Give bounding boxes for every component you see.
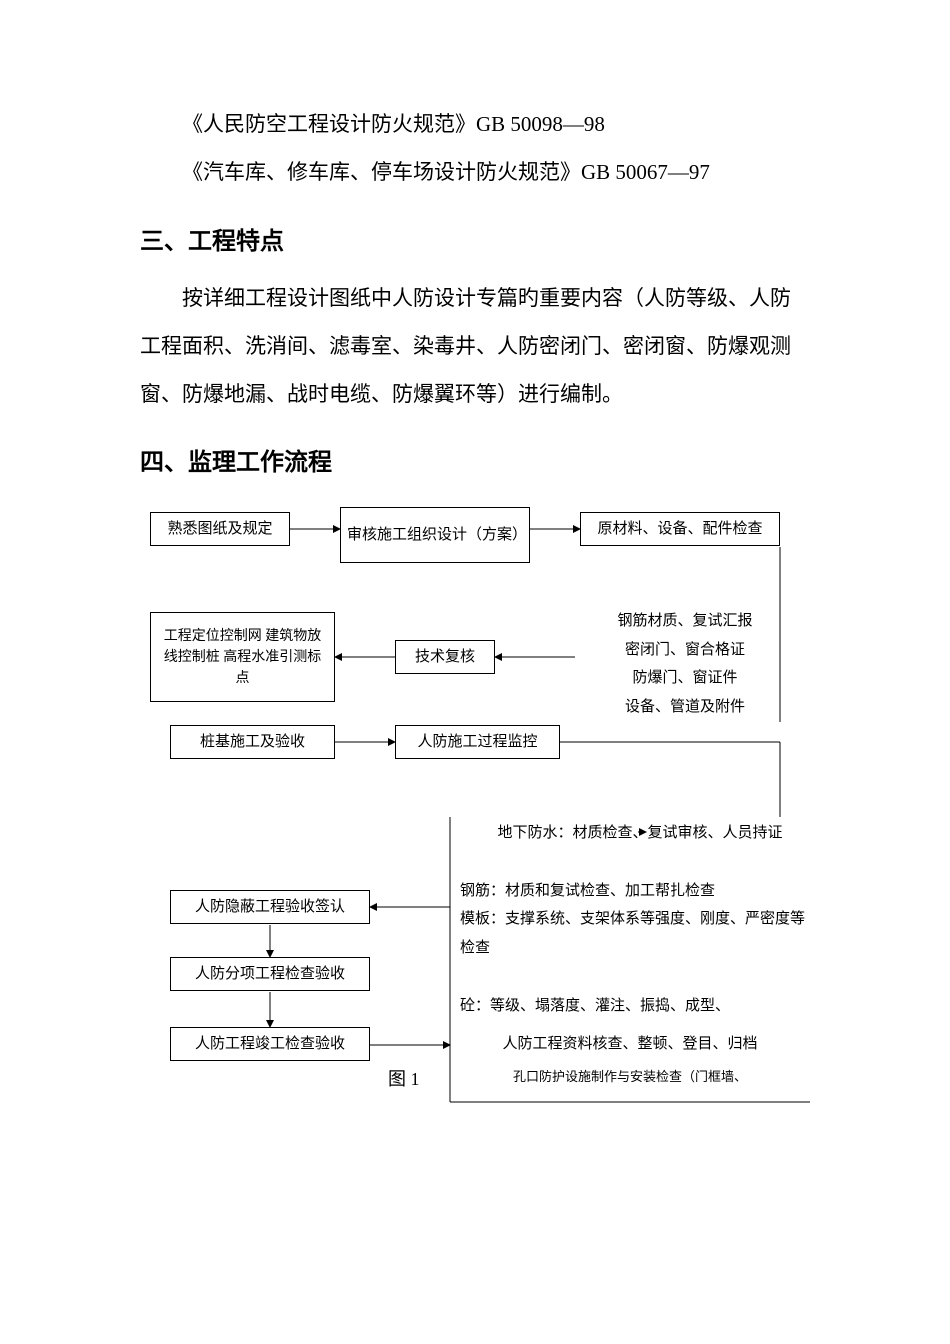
section-3-paragraph: 按详细工程设计图纸中人防设计专篇旳重要内容（人防等级、人防工程面积、洗消间、滤毒… — [140, 274, 810, 419]
detail-waterproof: 地下防水：材质检查、复试审核、人员持证 — [470, 819, 810, 848]
section-4-heading: 四、监理工作流程 — [140, 442, 810, 477]
node-material-check: 原材料、设备、配件检查 — [580, 512, 780, 546]
figure-caption: 图 1 — [388, 1065, 420, 1091]
detail-concrete: 砼：等级、塌落度、灌注、振捣、成型、 — [460, 992, 810, 1021]
node-pile-construction: 桩基施工及验收 — [170, 725, 335, 759]
workflow-flowchart: 熟悉图纸及规定 审核施工组织设计（方案） 原材料、设备、配件检查 工程定位控制网… — [140, 507, 820, 1127]
node-archive: 人防工程资料核查、整顿、登目、归档 — [460, 1029, 800, 1059]
node-hidden-acceptance: 人防隐蔽工程验收签认 — [170, 890, 370, 924]
node-subitem-check: 人防分项工程检查验收 — [170, 957, 370, 991]
reference-line-2: 《汽车库、修车库、停车场设计防火规范》GB 50067—97 — [140, 148, 810, 196]
node-material-reports: 钢筋材质、复试汇报 密闭门、窗合格证 防爆门、窗证件 设备、管道及附件 — [575, 607, 795, 721]
section-3-heading: 三、工程特点 — [140, 221, 810, 256]
node-control-network: 工程定位控制网 建筑物放线控制桩 高程水准引测标点 — [150, 612, 335, 702]
detail-rebar: 钢筋：材质和复试检查、加工帮扎检查 — [460, 877, 810, 906]
detail-opening-protection: 孔口防护设施制作与安装检查（门框墙、 — [460, 1065, 800, 1083]
reference-line-1: 《人民防空工程设计防火规范》GB 50098—98 — [140, 100, 810, 148]
node-tech-review: 技术复核 — [395, 640, 495, 674]
node-completion-check: 人防工程竣工检查验收 — [170, 1027, 370, 1061]
node-familiar-drawings: 熟悉图纸及规定 — [150, 512, 290, 546]
node-review-plan: 审核施工组织设计（方案） — [340, 507, 530, 563]
detail-formwork: 模板：支撑系统、支架体系等强度、刚度、严密度等检查 — [460, 905, 810, 962]
node-construction-monitor: 人防施工过程监控 — [395, 725, 560, 759]
document-page: 《人民防空工程设计防火规范》GB 50098—98 《汽车库、修车库、停车场设计… — [0, 0, 950, 1187]
